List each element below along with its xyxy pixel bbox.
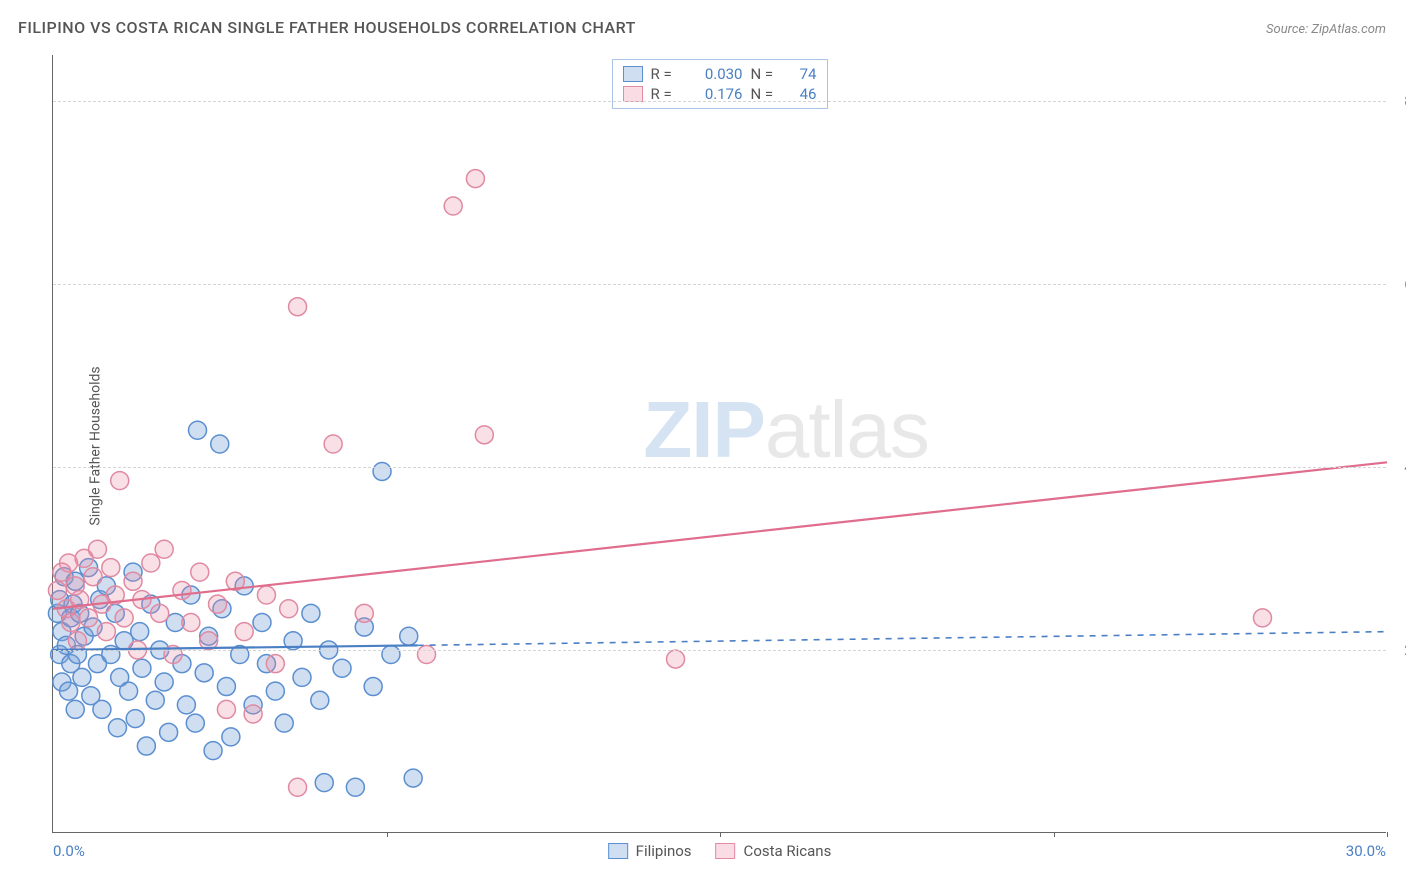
scatter-point-pink bbox=[191, 563, 209, 581]
scatter-point-pink bbox=[97, 623, 115, 641]
legend-row-filipinos: R = 0.030 N = 74 bbox=[623, 64, 817, 84]
scatter-point-blue bbox=[73, 668, 91, 686]
scatter-point-pink bbox=[151, 604, 169, 622]
chart-plot-area: ZIPatlas R = 0.030 N = 74 R = 0.176 N = … bbox=[52, 55, 1386, 833]
scatter-point-blue bbox=[373, 462, 391, 480]
scatter-point-blue bbox=[382, 646, 400, 664]
scatter-point-blue bbox=[195, 664, 213, 682]
scatter-point-pink bbox=[289, 778, 307, 796]
grid-line bbox=[53, 650, 1386, 651]
scatter-point-pink bbox=[244, 705, 262, 723]
scatter-point-blue bbox=[217, 678, 235, 696]
scatter-point-pink bbox=[48, 581, 66, 599]
scatter-point-blue bbox=[137, 737, 155, 755]
n-value-filipinos: 74 bbox=[789, 65, 817, 83]
scatter-point-blue bbox=[131, 623, 149, 641]
scatter-point-pink bbox=[217, 700, 235, 718]
scatter-point-pink bbox=[68, 632, 86, 650]
scatter-point-blue bbox=[160, 723, 178, 741]
n-label: N = bbox=[751, 65, 781, 83]
swatch-blue bbox=[608, 843, 628, 859]
source-attribution: Source: ZipAtlas.com bbox=[1266, 22, 1386, 37]
x-tick-marker bbox=[720, 832, 721, 837]
scatter-point-pink bbox=[235, 623, 253, 641]
scatter-point-blue bbox=[400, 627, 418, 645]
scatter-point-pink bbox=[280, 600, 298, 618]
scatter-point-blue bbox=[404, 769, 422, 787]
legend-label-filipinos: Filipinos bbox=[636, 842, 692, 860]
scatter-point-pink bbox=[182, 613, 200, 631]
scatter-point-pink bbox=[173, 581, 191, 599]
legend-label-costa-ricans: Costa Ricans bbox=[744, 842, 832, 860]
scatter-point-blue bbox=[155, 673, 173, 691]
legend-item-costa-ricans: Costa Ricans bbox=[716, 842, 832, 860]
scatter-point-pink bbox=[257, 586, 275, 604]
scatter-point-blue bbox=[315, 774, 333, 792]
scatter-point-pink bbox=[115, 609, 133, 627]
scatter-point-pink bbox=[102, 559, 120, 577]
scatter-point-blue bbox=[311, 691, 329, 709]
series-legend: Filipinos Costa Ricans bbox=[608, 842, 832, 860]
grid-line bbox=[53, 101, 1386, 102]
grid-line bbox=[53, 467, 1386, 468]
scatter-point-pink bbox=[418, 646, 436, 664]
scatter-point-blue bbox=[222, 728, 240, 746]
scatter-point-pink bbox=[355, 604, 373, 622]
scatter-point-blue bbox=[266, 682, 284, 700]
scatter-point-blue bbox=[60, 682, 78, 700]
scatter-point-pink bbox=[80, 609, 98, 627]
scatter-point-blue bbox=[253, 613, 271, 631]
swatch-pink bbox=[623, 86, 643, 102]
scatter-point-blue bbox=[211, 435, 229, 453]
legend-item-filipinos: Filipinos bbox=[608, 842, 692, 860]
scatter-point-blue bbox=[108, 719, 126, 737]
trend-line-pink bbox=[53, 462, 1387, 608]
x-tick-label: 30.0% bbox=[1346, 842, 1386, 860]
x-tick-label: 0.0% bbox=[53, 842, 85, 860]
scatter-point-pink bbox=[289, 298, 307, 316]
scatter-point-blue bbox=[133, 659, 151, 677]
scatter-point-blue bbox=[66, 700, 84, 718]
scatter-point-blue bbox=[204, 742, 222, 760]
scatter-point-blue bbox=[120, 682, 138, 700]
scatter-point-blue bbox=[293, 668, 311, 686]
x-tick-marker bbox=[1054, 832, 1055, 837]
scatter-point-blue bbox=[126, 710, 144, 728]
r-value-filipinos: 0.030 bbox=[689, 65, 743, 83]
scatter-point-pink bbox=[88, 540, 106, 558]
scatter-point-pink bbox=[142, 554, 160, 572]
scatter-point-pink bbox=[1253, 609, 1271, 627]
scatter-point-blue bbox=[333, 659, 351, 677]
scatter-point-blue bbox=[186, 714, 204, 732]
scatter-point-pink bbox=[209, 595, 227, 613]
scatter-point-pink bbox=[155, 540, 173, 558]
scatter-point-blue bbox=[302, 604, 320, 622]
grid-line bbox=[53, 284, 1386, 285]
scatter-point-blue bbox=[275, 714, 293, 732]
scatter-svg bbox=[53, 55, 1386, 832]
scatter-point-blue bbox=[364, 678, 382, 696]
scatter-point-pink bbox=[124, 572, 142, 590]
trend-line-dash-blue bbox=[418, 632, 1387, 646]
scatter-point-blue bbox=[146, 691, 164, 709]
swatch-pink bbox=[716, 843, 736, 859]
swatch-blue bbox=[623, 66, 643, 82]
scatter-point-pink bbox=[324, 435, 342, 453]
r-label: R = bbox=[651, 65, 681, 83]
scatter-point-pink bbox=[444, 197, 462, 215]
chart-title: FILIPINO VS COSTA RICAN SINGLE FATHER HO… bbox=[18, 18, 636, 37]
scatter-point-pink bbox=[111, 472, 129, 490]
scatter-point-pink bbox=[475, 426, 493, 444]
scatter-point-blue bbox=[189, 421, 207, 439]
scatter-point-blue bbox=[177, 696, 195, 714]
x-tick-marker bbox=[387, 832, 388, 837]
scatter-point-pink bbox=[266, 655, 284, 673]
scatter-point-blue bbox=[93, 700, 111, 718]
scatter-point-pink bbox=[667, 650, 685, 668]
scatter-point-pink bbox=[466, 170, 484, 188]
x-tick-marker bbox=[1387, 832, 1388, 837]
scatter-point-pink bbox=[62, 613, 80, 631]
scatter-point-pink bbox=[84, 568, 102, 586]
scatter-point-blue bbox=[346, 778, 364, 796]
